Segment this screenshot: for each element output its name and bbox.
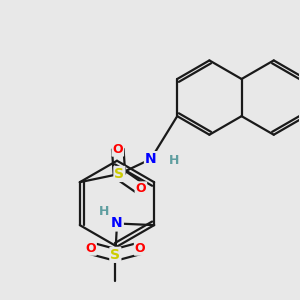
- Text: N: N: [145, 152, 157, 166]
- Text: H: H: [169, 154, 179, 167]
- Text: O: O: [136, 182, 146, 195]
- Text: O: O: [112, 143, 123, 156]
- Text: S: S: [114, 167, 124, 181]
- Text: N: N: [111, 217, 123, 230]
- Text: H: H: [99, 205, 109, 218]
- Text: O: O: [135, 242, 146, 255]
- Text: S: S: [110, 248, 120, 262]
- Text: O: O: [85, 242, 96, 255]
